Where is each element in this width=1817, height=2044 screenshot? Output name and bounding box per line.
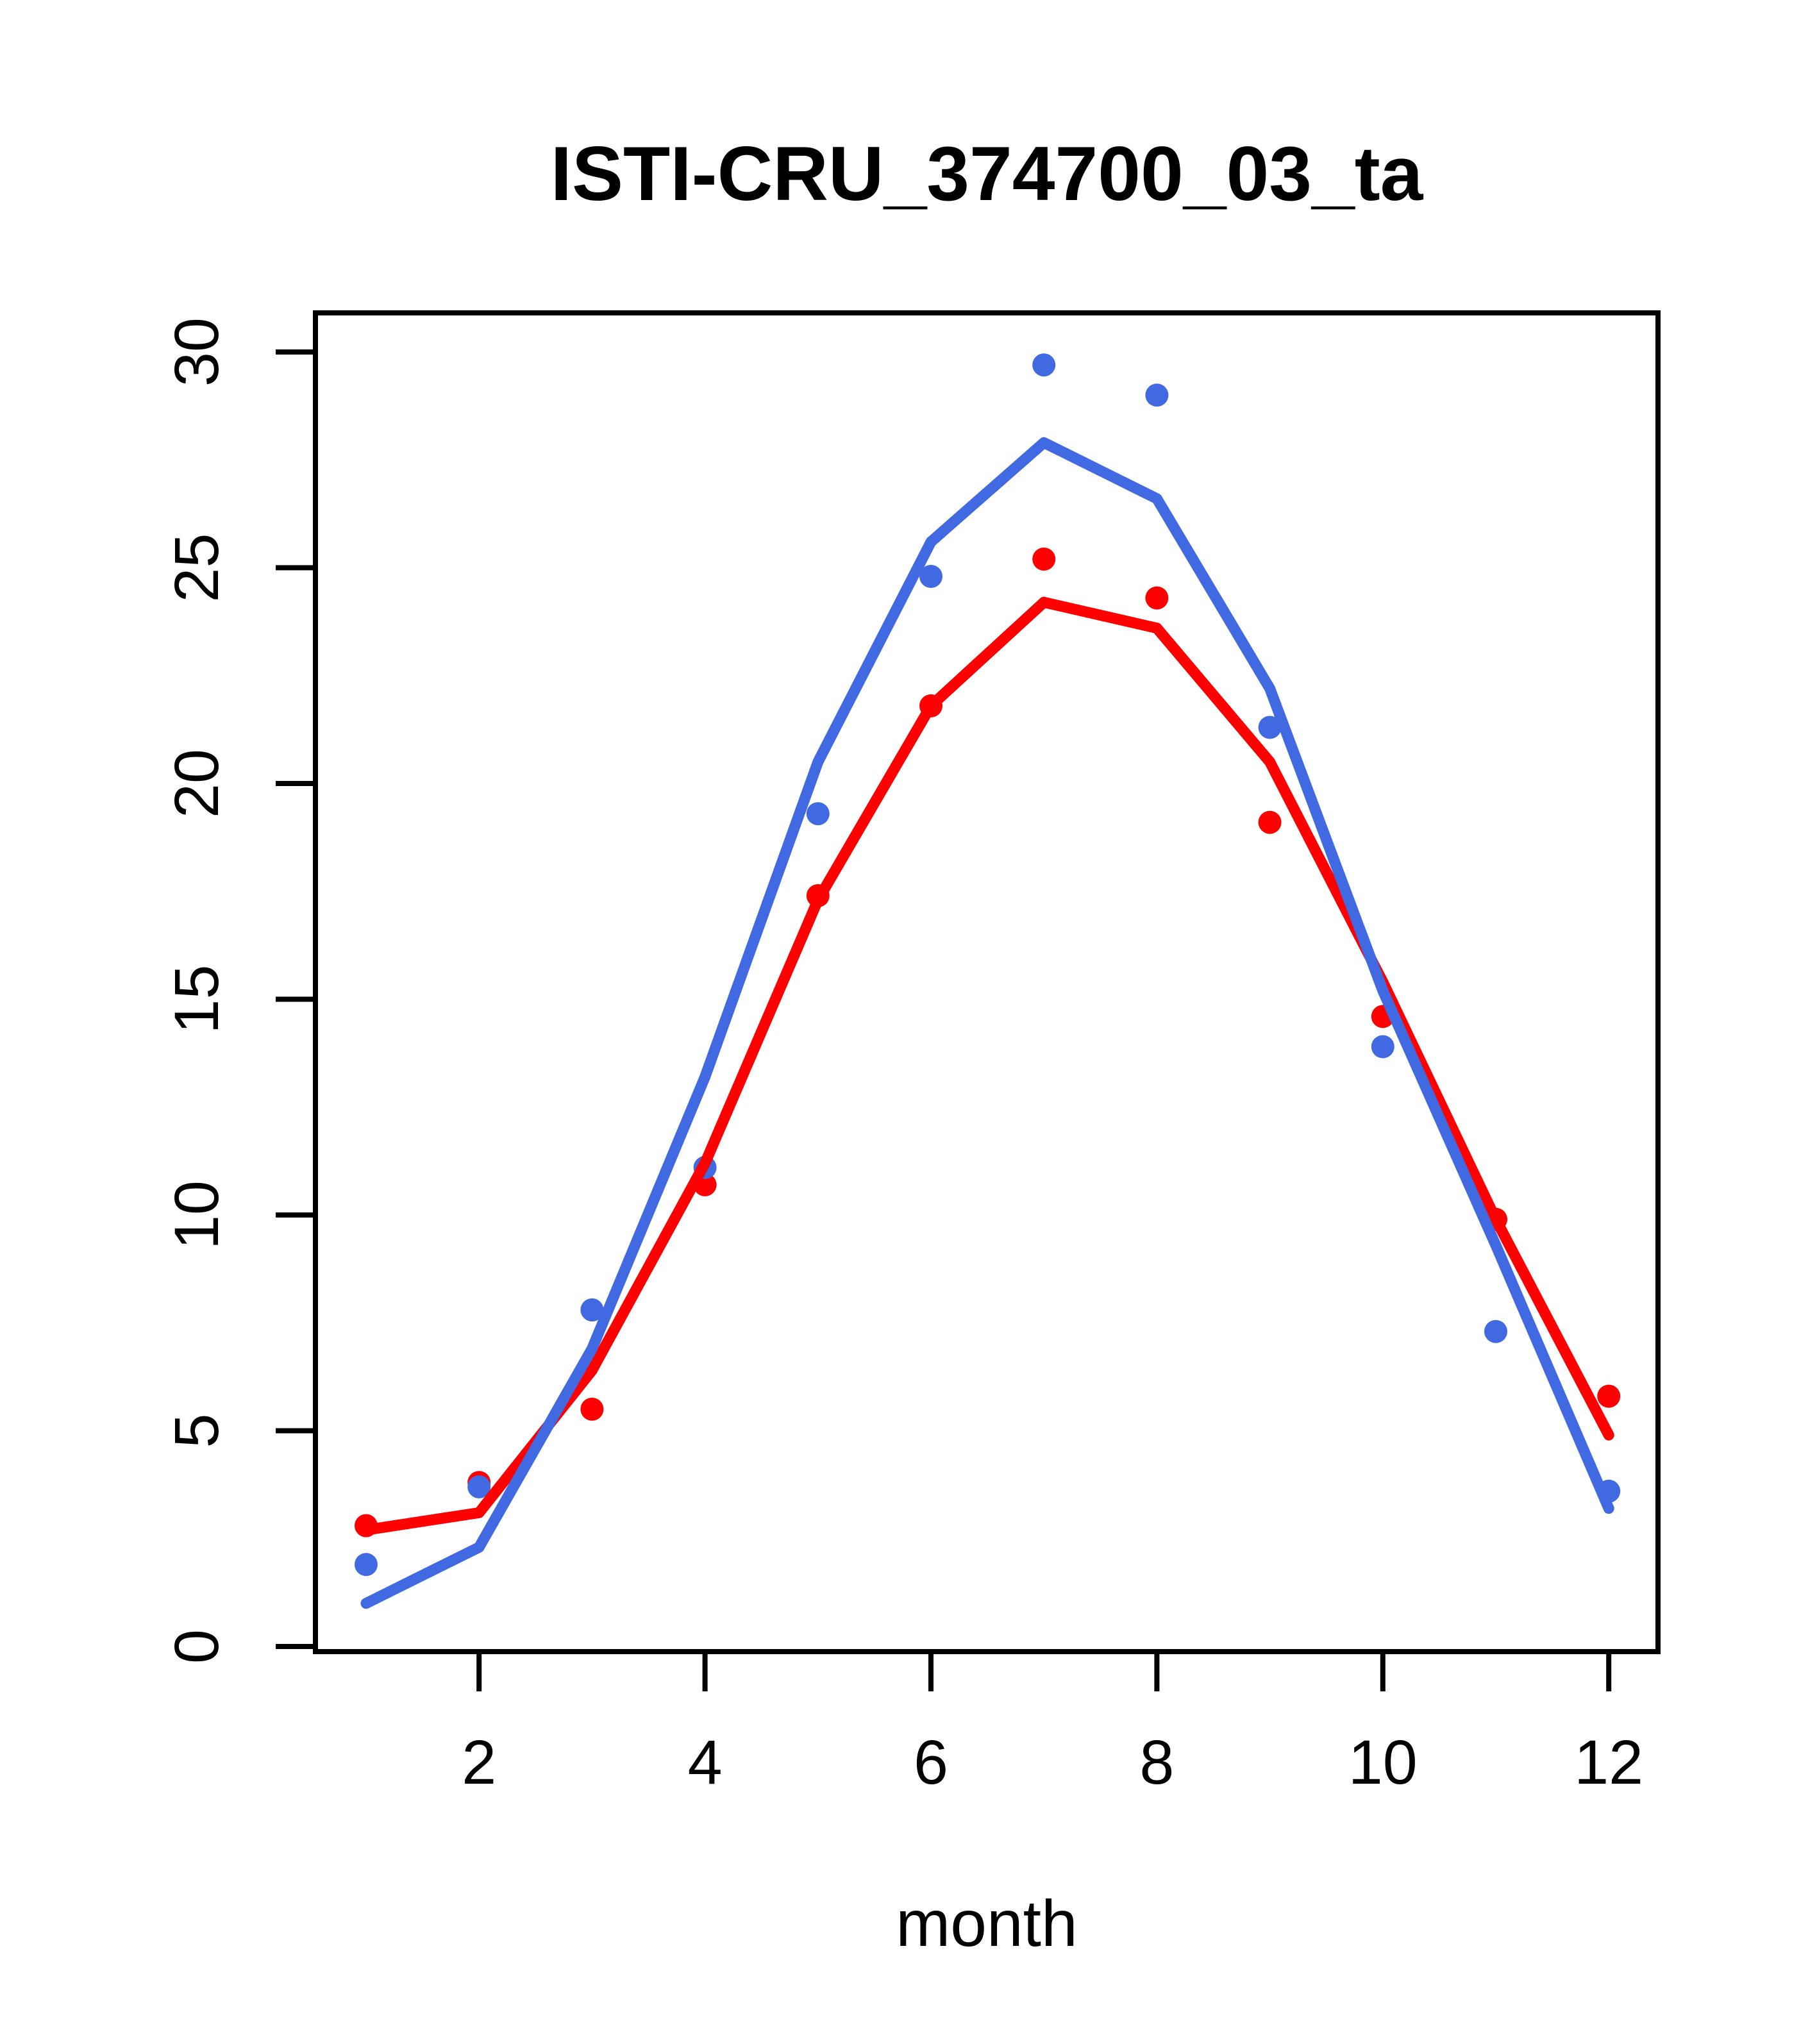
blue-line <box>360 437 1614 1609</box>
y-tick-label: 15 <box>162 965 231 1034</box>
x-tick-label: 10 <box>1348 1727 1418 1797</box>
y-axis: 0 5 10 15 20 25 30 <box>162 317 315 1664</box>
y-tick-label: 10 <box>162 1180 231 1250</box>
blue-dot <box>1032 353 1056 377</box>
x-tick-label: 2 <box>462 1727 496 1797</box>
x-tick-label: 4 <box>688 1727 723 1797</box>
blue-dot <box>355 1553 378 1577</box>
y-tick-label: 5 <box>162 1414 231 1448</box>
x-tick-label: 6 <box>914 1727 948 1797</box>
blue-dot <box>467 1475 491 1498</box>
blue-dot <box>1258 716 1282 739</box>
blue-dot <box>580 1298 604 1322</box>
chart-title: ISTI-CRU_374700_03_ta <box>551 131 1424 217</box>
blue-dot <box>806 802 830 826</box>
red-dot <box>1597 1384 1621 1408</box>
y-tick-label: 25 <box>162 533 231 603</box>
plot-box <box>313 310 1661 1654</box>
y-tick-label: 20 <box>162 749 231 818</box>
red-dot <box>1032 548 1056 571</box>
blue-dot <box>919 564 942 588</box>
y-tick-label: 30 <box>162 317 231 387</box>
x-tick-label: 12 <box>1574 1727 1643 1797</box>
blue-dot <box>1371 1035 1394 1059</box>
series-layer <box>355 353 1621 1609</box>
red-dot <box>1145 586 1169 610</box>
y-tick-label: 0 <box>162 1629 231 1664</box>
x-tick-label: 8 <box>1139 1727 1174 1797</box>
blue-dot <box>1145 383 1169 407</box>
x-axis-title: month <box>896 1887 1078 1960</box>
x-axis: 2 4 6 8 10 12 <box>462 1652 1643 1797</box>
blue-dot <box>1484 1319 1507 1343</box>
red-dot <box>1258 810 1282 834</box>
red-dot <box>580 1397 604 1421</box>
